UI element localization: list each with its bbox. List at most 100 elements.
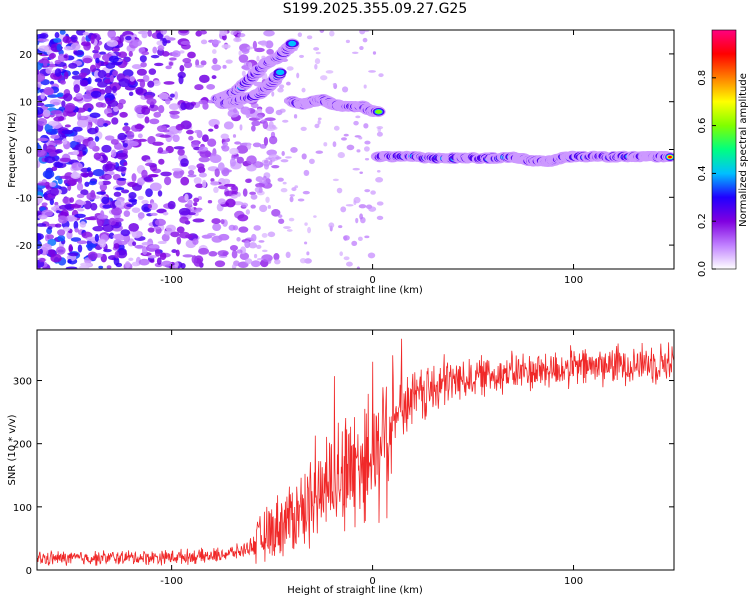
- noise-blob: [137, 195, 144, 200]
- noise-blob: [213, 186, 219, 194]
- noise-blob: [97, 70, 107, 79]
- noise-blob: [353, 120, 359, 126]
- noise-blob: [264, 117, 276, 122]
- noise-blob: [157, 240, 167, 245]
- noise-blob: [208, 251, 218, 257]
- noise-blob: [64, 124, 71, 128]
- noise-blob: [82, 150, 87, 156]
- noise-blob: [198, 74, 210, 83]
- noise-blob: [76, 193, 85, 199]
- noise-blob: [87, 140, 97, 150]
- spectrogram-noise: [37, 30, 384, 269]
- noise-blob: [210, 181, 220, 186]
- noise-blob: [263, 30, 275, 37]
- noise-blob: [256, 257, 264, 261]
- noise-blob: [221, 145, 230, 152]
- noise-blob: [63, 46, 73, 51]
- noise-blob: [93, 45, 101, 52]
- noise-blob: [120, 189, 130, 194]
- noise-blob: [88, 180, 97, 186]
- noise-blob: [76, 118, 89, 128]
- noise-blob: [236, 144, 249, 154]
- noise-blob: [53, 116, 64, 122]
- noise-blob: [37, 223, 47, 227]
- noise-blob: [211, 235, 223, 243]
- noise-blob: [200, 60, 207, 66]
- noise-blob: [110, 139, 119, 145]
- noise-blob: [139, 55, 147, 63]
- noise-blob: [92, 225, 104, 232]
- x-tick-label: 0: [369, 576, 375, 587]
- noise-blob: [376, 169, 381, 173]
- noise-blob: [42, 109, 51, 118]
- noise-blob: [162, 51, 170, 57]
- noise-blob: [206, 84, 216, 90]
- noise-blob: [180, 40, 191, 46]
- noise-blob: [320, 75, 328, 81]
- noise-blob: [255, 182, 265, 188]
- y-tick-label: 20: [19, 50, 32, 61]
- noise-blob: [152, 141, 164, 146]
- noise-blob: [285, 251, 291, 259]
- noise-blob: [236, 249, 243, 254]
- noise-blob: [54, 59, 62, 65]
- noise-blob: [236, 237, 241, 242]
- noise-blob: [44, 88, 55, 96]
- noise-blob: [104, 85, 112, 95]
- noise-blob: [114, 146, 125, 150]
- noise-blob: [79, 79, 89, 87]
- noise-blob: [265, 106, 275, 115]
- noise-blob: [37, 38, 44, 42]
- noise-blob: [157, 147, 164, 154]
- noise-blob: [229, 147, 239, 155]
- noise-blob: [259, 144, 267, 149]
- noise-blob: [363, 146, 370, 152]
- noise-blob: [45, 67, 52, 74]
- noise-blob: [120, 229, 131, 237]
- noise-blob: [76, 182, 84, 191]
- noise-blob: [180, 158, 189, 167]
- noise-blob: [265, 40, 274, 49]
- noise-blob: [54, 31, 60, 39]
- noise-blob: [230, 30, 237, 36]
- noise-blob: [237, 214, 249, 222]
- noise-blob: [147, 227, 155, 233]
- noise-blob: [250, 260, 261, 268]
- noise-blob: [253, 253, 258, 259]
- noise-blob: [62, 197, 72, 205]
- noise-blob: [238, 50, 242, 56]
- noise-blob: [364, 189, 371, 193]
- noise-blob: [241, 202, 249, 208]
- noise-blob: [110, 36, 119, 41]
- noise-blob: [72, 150, 80, 156]
- noise-blob: [214, 168, 220, 178]
- noise-blob: [128, 191, 137, 199]
- noise-blob: [301, 153, 307, 160]
- noise-blob: [41, 202, 48, 207]
- noise-blob: [339, 251, 344, 257]
- noise-blob: [176, 236, 182, 245]
- noise-blob: [123, 161, 128, 166]
- noise-blob: [250, 102, 259, 109]
- noise-blob: [131, 230, 142, 239]
- noise-blob: [94, 136, 100, 142]
- noise-blob: [364, 235, 370, 239]
- noise-blob: [104, 97, 111, 102]
- noise-blob: [37, 137, 49, 142]
- noise-blob: [258, 240, 265, 243]
- noise-blob: [271, 91, 275, 97]
- noise-blob: [325, 70, 334, 74]
- noise-blob: [68, 244, 73, 253]
- noise-blob: [80, 41, 91, 47]
- spectrogram-tracks: [210, 38, 674, 167]
- noise-blob: [44, 123, 53, 133]
- noise-blob: [235, 30, 243, 33]
- noise-blob: [38, 45, 50, 52]
- y-tick-label: 100: [13, 503, 32, 514]
- noise-blob: [165, 65, 172, 70]
- noise-blob: [60, 80, 66, 85]
- noise-blob: [149, 259, 155, 263]
- noise-blob: [355, 217, 359, 224]
- spectrogram-y-ticks: -20 -10 0 10 20: [16, 50, 674, 252]
- noise-blob: [148, 68, 157, 75]
